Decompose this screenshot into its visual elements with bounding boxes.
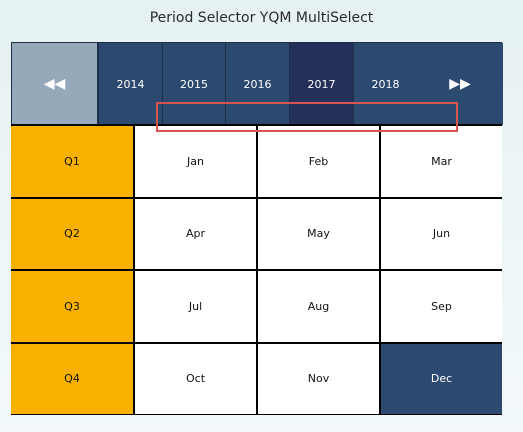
year-2017[interactable]: 2017 (289, 43, 353, 125)
year-label: 2017 (307, 77, 336, 91)
year-label: 2015 (180, 77, 208, 91)
month-jul[interactable]: Jul (135, 271, 256, 342)
quarter-q4[interactable]: Q4 (11, 343, 133, 414)
year-bar: ◀◀ 2014 2015 2016 2017 2018 ▶▶ (11, 42, 503, 125)
year-2014[interactable]: 2014 (98, 43, 162, 125)
quarter-month-grid: Q1 Jan Feb Mar Q2 Apr May Jun Q3 Jul Aug… (11, 124, 502, 415)
month-apr[interactable]: Apr (135, 198, 256, 269)
quarter-q1[interactable]: Q1 (11, 126, 133, 197)
month-may[interactable]: May (258, 198, 379, 269)
next-years-button[interactable]: ▶▶ (417, 43, 503, 125)
year-2018[interactable]: 2018 (353, 43, 417, 125)
year-2015[interactable]: 2015 (162, 43, 225, 125)
quarter-q3[interactable]: Q3 (11, 271, 133, 342)
page-title: Period Selector YQM MultiSelect (149, 10, 374, 26)
month-jun[interactable]: Jun (381, 198, 502, 269)
year-label: 2014 (116, 77, 145, 91)
month-aug[interactable]: Aug (258, 271, 379, 342)
month-feb[interactable]: Feb (258, 126, 379, 197)
double-right-arrow-icon: ▶▶ (449, 76, 471, 92)
double-left-arrow-icon: ◀◀ (43, 76, 66, 92)
month-dec[interactable]: Dec (381, 343, 502, 414)
month-nov[interactable]: Nov (258, 343, 379, 414)
year-label: 2016 (243, 77, 272, 91)
previous-years-button[interactable]: ◀◀ (12, 43, 98, 125)
year-2016[interactable]: 2016 (225, 43, 289, 125)
month-sep[interactable]: Sep (381, 271, 502, 342)
month-jan[interactable]: Jan (135, 126, 256, 197)
month-mar[interactable]: Mar (381, 126, 502, 197)
quarter-q2[interactable]: Q2 (11, 198, 133, 269)
year-label: 2018 (371, 77, 400, 91)
month-oct[interactable]: Oct (135, 343, 256, 414)
period-selector: ◀◀ 2014 2015 2016 2017 2018 ▶▶ Q1 Jan Fe… (11, 42, 503, 415)
